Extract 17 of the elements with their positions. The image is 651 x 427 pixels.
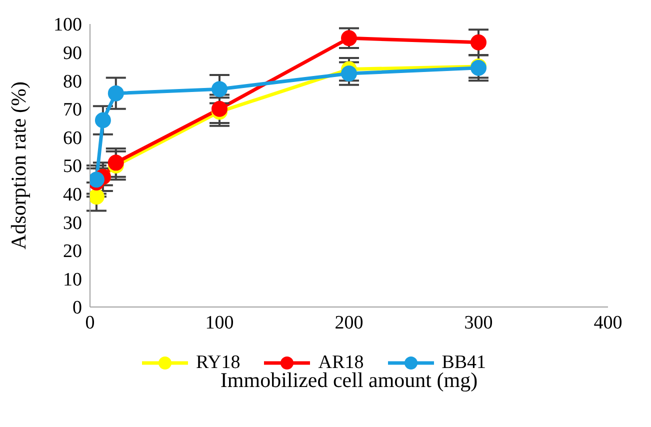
y-tick-label: 100 <box>54 14 82 36</box>
y-tick-label: 30 <box>63 212 82 234</box>
y-tick-label: 80 <box>63 71 82 92</box>
y-axis-title: Adsorption rate (%) <box>6 82 30 250</box>
x-tick-label: 0 <box>85 312 95 334</box>
y-tick-label: 90 <box>63 43 82 64</box>
x-tick-label: 400 <box>594 312 622 334</box>
y-tick-label: 40 <box>63 184 82 206</box>
y-tick-label: 10 <box>63 269 82 290</box>
x-tick-label: 200 <box>334 312 364 334</box>
y-tick-label: 20 <box>63 241 82 262</box>
y-tick-label: 70 <box>63 100 82 121</box>
y-tick-label: 60 <box>63 128 82 149</box>
y-tick-label: 50 <box>63 156 82 178</box>
y-tick-label: 0 <box>72 298 82 319</box>
x-tick-label: 300 <box>464 312 493 334</box>
x-tick-label: 100 <box>205 312 234 334</box>
